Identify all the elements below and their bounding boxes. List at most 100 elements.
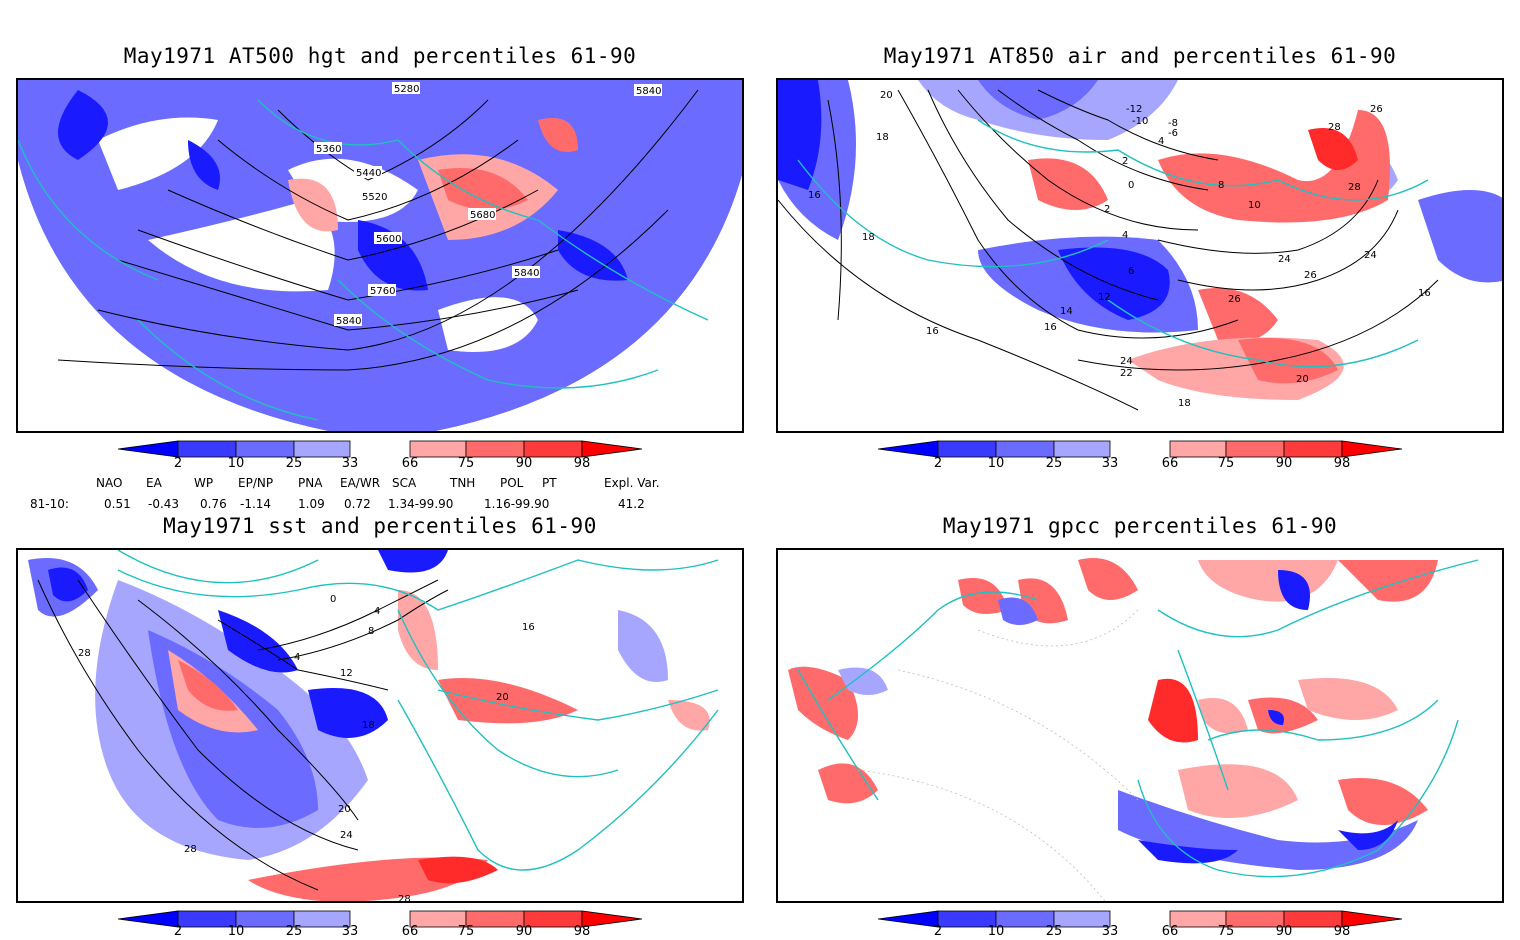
index-value: 0.72 [344, 497, 371, 511]
contour-label: 28 [398, 894, 411, 903]
contour-label: 5840 [514, 268, 539, 279]
colorbar-label: 25 [285, 924, 303, 939]
index-value: 1.09 [298, 497, 325, 511]
colorbar-label: 33 [1101, 924, 1119, 939]
hgt-contour-labels: 5280 5360 5440 5520 5600 5680 5760 5840 … [314, 82, 662, 327]
colorbar-label: 98 [573, 456, 591, 471]
sst-map-svg: 28 0 4 8 4 12 16 18 20 20 24 28 28 [28, 550, 719, 903]
contour-label: 28 [1328, 122, 1341, 133]
contour-label: 16 [808, 190, 821, 201]
contour-label: 24 [1120, 356, 1133, 367]
contour-label: -12 [1126, 104, 1142, 115]
contour-label: 26 [1228, 294, 1241, 305]
contour-label: 28 [78, 648, 91, 659]
colorbar-3: 2 10 25 33 66 75 90 98 [117, 910, 643, 940]
colorbar-label: 66 [401, 924, 419, 939]
contour-label: 18 [1178, 398, 1191, 409]
contour-label: 16 [522, 622, 535, 633]
contour-label: 5600 [376, 234, 401, 245]
contour-label: 18 [876, 132, 889, 143]
colorbar-label: 33 [341, 924, 359, 939]
contour-label: 28 [184, 844, 197, 855]
contour-label: 5840 [636, 86, 661, 97]
contour-label: 5280 [394, 84, 419, 95]
contour-label: 24 [1278, 254, 1291, 265]
colorbar-label: 2 [173, 924, 183, 939]
colorbar-label: 75 [1217, 456, 1235, 471]
colorbar-label: 98 [1333, 456, 1351, 471]
contour-label: 10 [1248, 200, 1261, 211]
air-contour-labels: 20 18 16 18 16 -12 -10 -8 -6 4 2 0 2 4 6… [808, 90, 1431, 409]
hgt-map-svg: 5280 5360 5440 5520 5600 5680 5760 5840 … [18, 80, 742, 431]
colorbar-label: 66 [1161, 924, 1179, 939]
contour-label: 4 [1122, 230, 1128, 241]
panel-1-map: 5280 5360 5440 5520 5600 5680 5760 5840 … [16, 78, 744, 433]
contour-label: 14 [1060, 306, 1073, 317]
panel-2-title: May1971 AT850 air and percentiles 61-90 [883, 44, 1397, 68]
index-header: WP [194, 476, 214, 490]
contour-label: -6 [1168, 128, 1178, 139]
index-value: 1.16-99.90 [484, 497, 550, 511]
colorbar-2: 2 10 25 33 66 75 90 98 [877, 440, 1403, 476]
index-header: POL [500, 476, 524, 490]
colorbar-label: 10 [987, 924, 1005, 939]
contour-label: 2 [1104, 204, 1110, 215]
colorbar-label: 98 [1333, 924, 1351, 939]
colorbar-2-svg [877, 440, 1403, 458]
colorbar-3-svg [117, 910, 643, 928]
index-value: 0.51 [104, 497, 131, 511]
colorbar-label: 90 [515, 924, 533, 939]
panel-4-title: May1971 gpcc percentiles 61-90 [942, 514, 1338, 538]
index-value: 1.34-99.90 [388, 497, 454, 511]
index-header: SCA [392, 476, 417, 490]
contour-label: 8 [1218, 180, 1224, 191]
contour-label: -8 [1168, 118, 1178, 129]
colorbar-label: 25 [1045, 456, 1063, 471]
contour-label: 2 [1122, 156, 1128, 167]
contour-label: 20 [880, 90, 893, 101]
colorbar-label: 90 [1275, 456, 1293, 471]
colorbar-label: 2 [933, 924, 943, 939]
contour-label: 26 [1370, 104, 1383, 115]
contour-label: 22 [1120, 368, 1133, 379]
contour-label: 18 [862, 232, 875, 243]
panel-4-map [776, 548, 1504, 903]
contour-label: 4 [1158, 136, 1164, 147]
index-header: TNH [450, 476, 476, 490]
panel-3-map: 28 0 4 8 4 12 16 18 20 20 24 28 28 [16, 548, 744, 903]
panel-2-map: 20 18 16 18 16 -12 -10 -8 -6 4 2 0 2 4 6… [776, 78, 1504, 433]
contour-label: 12 [1098, 292, 1111, 303]
index-row-label: 81-10: [30, 497, 69, 511]
contour-label: 20 [338, 804, 351, 815]
colorbar-label: 75 [457, 456, 475, 471]
colorbar-label: 33 [341, 456, 359, 471]
contour-label: 20 [496, 692, 509, 703]
colorbar-label: 90 [515, 456, 533, 471]
index-header: Expl. Var. [604, 476, 660, 490]
index-header: EP/NP [238, 476, 274, 490]
contour-label: 16 [1418, 288, 1431, 299]
air-map-svg: 20 18 16 18 16 -12 -10 -8 -6 4 2 0 2 4 6… [778, 80, 1502, 431]
index-header: PNA [298, 476, 323, 490]
contour-label: 5520 [362, 192, 387, 203]
colorbar-label: 10 [227, 456, 245, 471]
colorbar-4: 2 10 25 33 66 75 90 98 [877, 910, 1403, 940]
index-value: 41.2 [618, 497, 645, 511]
contour-label: 0 [330, 594, 336, 605]
index-value: 0.76 [200, 497, 227, 511]
contour-label: 5760 [370, 286, 395, 297]
colorbar-label: 98 [573, 924, 591, 939]
contour-label: 16 [926, 326, 939, 337]
gpcc-map-svg [788, 558, 1479, 901]
colorbar-label: 10 [987, 456, 1005, 471]
colorbar-4-svg [877, 910, 1403, 928]
colorbar-label: 75 [1217, 924, 1235, 939]
panel-3-title: May1971 sst and percentiles 61-90 [163, 514, 597, 538]
index-header: NAO [96, 476, 123, 490]
contour-label: 5360 [316, 144, 341, 155]
colorbar-label: 33 [1101, 456, 1119, 471]
colorbar-1: 2 10 25 33 66 75 90 98 [117, 440, 643, 476]
contour-label: 0 [1128, 180, 1134, 191]
colorbar-label: 90 [1275, 924, 1293, 939]
index-value: -0.43 [148, 497, 180, 511]
